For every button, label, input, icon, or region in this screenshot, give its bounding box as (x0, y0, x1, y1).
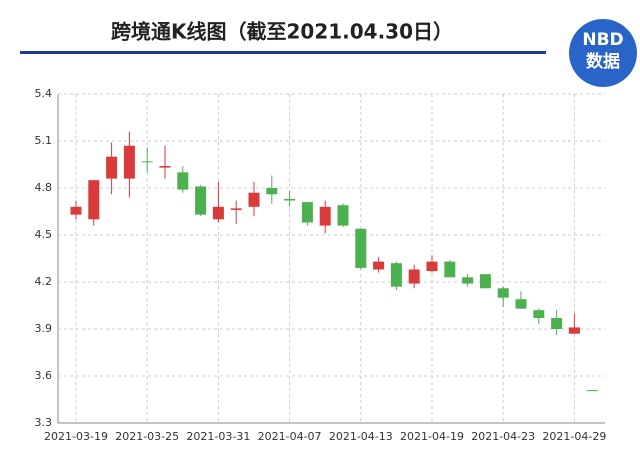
candle-body (177, 172, 189, 190)
logo-badge (569, 19, 637, 87)
candle-body (319, 206, 331, 226)
candle-body (586, 390, 598, 392)
x-tick-label: 2021-03-25 (115, 430, 179, 443)
x-tick-label: 2021-04-23 (471, 430, 535, 443)
y-tick-label: 5.4 (35, 87, 53, 100)
candle-body (515, 299, 527, 309)
y-tick-label: 4.8 (35, 181, 53, 194)
y-tick-label: 3.3 (35, 416, 53, 429)
candle-body (70, 206, 82, 215)
logo-text: NBD (582, 30, 623, 50)
candle-body (159, 166, 171, 168)
candle-body (212, 206, 224, 220)
candle-body (284, 198, 296, 201)
x-tick-label: 2021-03-31 (186, 430, 250, 443)
x-tick-label: 2021-03-19 (44, 430, 108, 443)
candle-body (266, 188, 278, 195)
candle-body (497, 288, 509, 298)
title-rule (20, 51, 546, 54)
candle-body (462, 277, 474, 284)
candle-body (426, 261, 438, 272)
chart-title: 跨境通K线图（截至2021.04.30日） (111, 20, 453, 44)
candle-body (195, 186, 207, 215)
candle-body (123, 145, 135, 179)
x-tick-label: 2021-04-29 (542, 430, 606, 443)
candle-body (141, 161, 153, 163)
y-tick-label: 3.9 (35, 322, 53, 335)
x-tick-label: 2021-04-13 (329, 430, 393, 443)
candle-body (301, 202, 313, 223)
candle-body (230, 208, 242, 210)
candle-body (444, 261, 456, 278)
x-tick-label: 2021-04-19 (400, 430, 464, 443)
candle-body (106, 156, 118, 179)
y-tick-label: 4.5 (35, 228, 53, 241)
candle-body (373, 261, 385, 270)
candle-body (551, 318, 563, 329)
candle-body (408, 269, 420, 284)
candle-body (533, 310, 545, 319)
candle-body (248, 192, 260, 207)
candle-body (568, 327, 580, 334)
candle-body (337, 205, 349, 226)
candle-body (479, 274, 491, 289)
x-tick-label: 2021-04-07 (258, 430, 322, 443)
candle-body (390, 263, 402, 287)
logo-text: 数据 (586, 51, 620, 72)
candle-body (88, 180, 100, 220)
y-tick-label: 3.6 (35, 369, 53, 382)
candle-body (355, 228, 367, 268)
y-tick-label: 5.1 (35, 134, 53, 147)
y-tick-label: 4.2 (35, 275, 53, 288)
